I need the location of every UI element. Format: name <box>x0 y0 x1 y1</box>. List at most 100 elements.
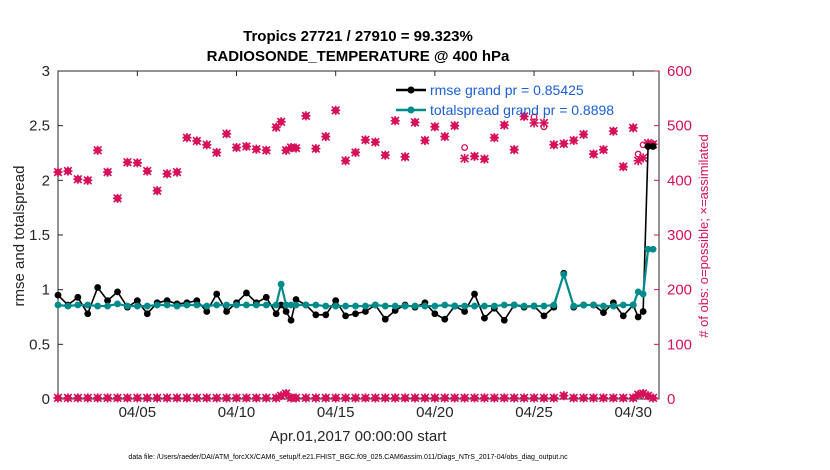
obs-assimilated-marker-top <box>142 166 152 176</box>
obs-assimilated-marker-top <box>529 118 539 128</box>
y-tick-label: 1.5 <box>29 227 50 244</box>
obs-assimilated-marker-bottom <box>499 393 509 403</box>
series-point-1 <box>233 301 240 309</box>
obs-assimilated-marker-bottom <box>539 393 549 403</box>
series-point-0 <box>431 310 439 318</box>
obs-assimilated-marker-bottom <box>598 393 609 403</box>
obs-assimilated-marker-bottom <box>643 391 653 401</box>
obs-assimilated-marker-top <box>112 193 123 203</box>
obs-assimilated-marker-bottom <box>633 390 643 400</box>
series-point-1 <box>371 301 379 309</box>
obs-assimilated-marker-top <box>63 166 73 176</box>
obs-assimilated-marker-bottom <box>142 393 152 403</box>
obs-assimilated-marker-top <box>618 162 628 172</box>
obs-assimilated-marker-top <box>460 153 470 164</box>
series-point-1 <box>252 301 260 309</box>
obs-assimilated-marker-bottom <box>341 393 351 403</box>
obs-assimilated-marker-bottom <box>276 391 286 401</box>
obs-assimilated-marker-top <box>499 120 509 130</box>
series-point-1 <box>332 302 340 310</box>
obs-assimilated-marker-bottom <box>286 393 296 403</box>
obs-assimilated-marker-bottom <box>321 393 331 403</box>
series-point-0 <box>282 308 290 315</box>
obs-assimilated-marker-bottom <box>638 388 648 399</box>
series-point-1 <box>203 302 211 310</box>
obs-assimilated-marker-bottom <box>132 393 142 403</box>
series-lines <box>54 143 657 324</box>
obs-assimilated-marker-bottom <box>83 393 93 403</box>
obs-assimilated-marker-top <box>122 157 132 167</box>
obs-assimilated-marker-top <box>286 142 296 153</box>
series-point-0 <box>272 310 280 318</box>
series-point-1 <box>114 300 121 308</box>
obs-assimilated-marker-top <box>182 133 192 143</box>
legend-rmse-marker <box>407 86 415 94</box>
series-point-1 <box>282 301 290 309</box>
obs-assimilated-marker-top <box>469 151 480 161</box>
y-right-tick-label: 100 <box>667 336 692 353</box>
obs-assimilated-marker-bottom <box>628 393 638 403</box>
legend-rmse-label: rmse grand pr = 0.85425 <box>430 82 584 98</box>
obs-assimilated-marker-bottom <box>479 393 490 403</box>
series-point-1 <box>510 301 518 309</box>
obs-assimilated-marker-bottom <box>271 393 281 403</box>
obs-assimilated-marker-top <box>628 123 638 133</box>
y-tick-label: 2.5 <box>29 118 50 135</box>
obs-assimilated-marker-top <box>172 167 182 177</box>
obs-assimilated-marker-top <box>430 122 440 132</box>
obs-assimilated-marker-bottom <box>370 393 380 403</box>
series-point-1 <box>287 301 295 309</box>
obs-assimilated-marker-top <box>202 140 212 150</box>
series-point-1 <box>143 302 151 310</box>
y-axis-right: 0 100 200 300 400 500 600 <box>654 63 692 408</box>
obs-assimilated-marker-bottom <box>122 393 132 403</box>
series-point-0 <box>277 301 285 309</box>
obs-assimilated-marker-bottom <box>509 393 519 403</box>
obs-assimilated-marker-top <box>380 150 390 160</box>
series-point-1 <box>600 302 607 310</box>
obs-assimilated-marker-top <box>162 169 172 179</box>
series-point-1 <box>520 302 528 310</box>
obs-assimilated-marker-top <box>271 122 281 132</box>
obs-assimilated-marker-bottom <box>231 393 242 403</box>
series-point-1 <box>153 301 161 309</box>
obs-assimilated-marker-top <box>489 133 499 143</box>
y-right-tick-label: 400 <box>667 172 692 189</box>
obs-assimilated-marker-top <box>93 145 103 155</box>
obs-assimilated-marker-bottom <box>360 393 371 403</box>
series-point-0 <box>322 311 330 319</box>
series-point-1 <box>649 245 657 253</box>
x-tick-label: 04/20 <box>416 404 454 421</box>
series-point-1 <box>74 301 82 309</box>
series-point-0 <box>143 310 151 318</box>
obs-assimilated-marker-bottom <box>291 393 301 403</box>
obs-assimilated-marker-top <box>222 129 232 139</box>
series-point-0 <box>352 310 359 318</box>
obs-assimilated-marker-top <box>192 136 202 146</box>
series-point-0 <box>74 293 82 301</box>
series-point-1 <box>362 302 369 310</box>
series-point-1 <box>193 301 201 309</box>
obs-assimilated-marker-bottom <box>450 393 460 403</box>
obs-assimilated-marker-bottom <box>579 393 589 403</box>
series-point-0 <box>461 308 469 315</box>
obs-assimilated-marker-top <box>588 149 599 159</box>
series-point-0 <box>104 297 111 304</box>
series-point-1 <box>312 301 320 309</box>
obs-assimilated-marker-bottom <box>400 393 410 403</box>
series-point-0 <box>54 291 62 299</box>
obs-assimilated-marker-bottom <box>212 393 222 403</box>
obs-assimilated-marker-top <box>370 137 380 147</box>
series-point-0 <box>223 308 230 315</box>
obs-assimilated-marker-top <box>608 126 618 136</box>
series-point-1 <box>411 302 419 310</box>
series-point-1 <box>173 302 181 310</box>
obs-assimilated-marker-bottom <box>172 393 182 403</box>
obs-assimilated-marker-top <box>579 129 589 139</box>
obs-assimilated-marker-top <box>261 145 271 155</box>
obs-assimilated-marker-top <box>132 158 142 168</box>
series-point-0 <box>540 312 548 320</box>
series-point-1 <box>391 302 399 310</box>
obs-assimilated-marker-bottom <box>549 393 559 403</box>
obs-assimilated-marker-bottom <box>588 393 599 403</box>
